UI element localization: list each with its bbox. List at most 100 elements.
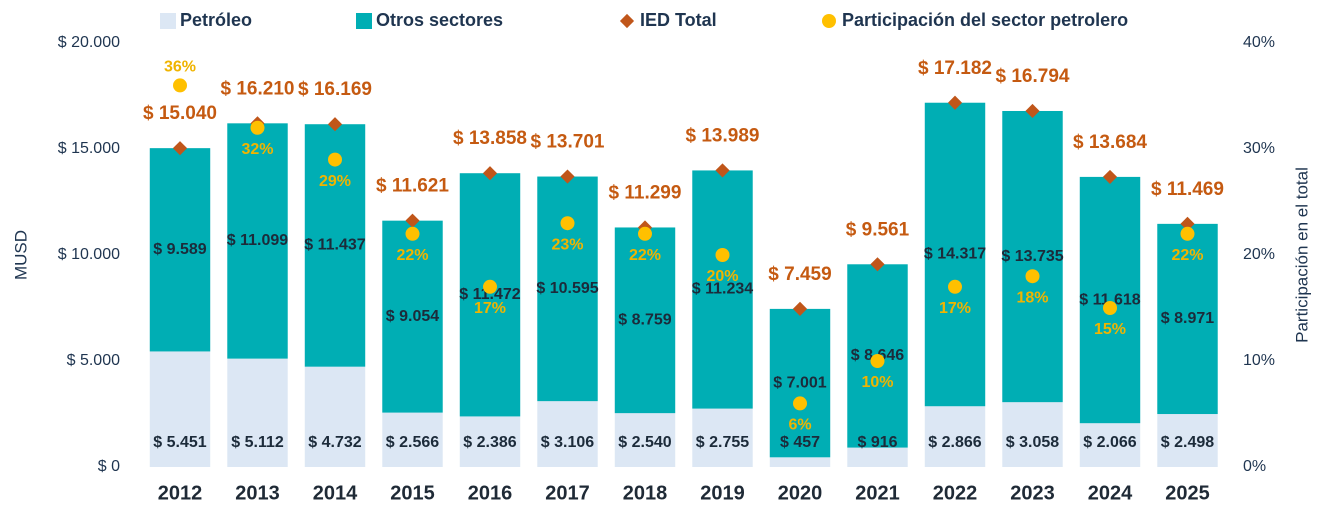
bar	[382, 220, 443, 413]
bar-value-label: $ 14.317	[924, 246, 986, 263]
share-value-label: 32%	[241, 141, 273, 158]
y2-axis-label: Participación en el total	[1292, 167, 1311, 343]
total-marker	[870, 257, 885, 272]
y2-tick-label: 40%	[1243, 34, 1275, 51]
legend-swatch	[619, 13, 635, 29]
bar	[537, 401, 598, 467]
share-marker	[1180, 226, 1195, 241]
bar	[227, 358, 288, 467]
bar-value-label: $ 2.755	[696, 434, 749, 451]
share-marker	[870, 354, 885, 368]
bar	[459, 416, 521, 467]
bar	[227, 123, 288, 359]
total-marker	[172, 141, 188, 156]
legend-swatch	[160, 13, 176, 29]
total-marker	[1180, 216, 1195, 231]
bar-value-label: $ 2.566	[386, 434, 439, 451]
x-tick-label: 2015	[390, 482, 435, 504]
total-value-label: $ 7.459	[768, 264, 831, 285]
total-value-label: $ 15.040	[143, 103, 217, 124]
bar	[924, 102, 986, 407]
share-value-label: 17%	[474, 300, 506, 317]
bar	[149, 351, 211, 467]
bar	[692, 170, 753, 409]
bar	[537, 176, 598, 402]
total-marker	[405, 213, 420, 228]
total-value-label: $ 17.182	[918, 58, 992, 79]
total-value-label: $ 16.210	[221, 78, 295, 99]
bar	[382, 412, 443, 467]
x-tick-label: 2022	[933, 482, 978, 504]
bar-value-label: $ 2.498	[1161, 434, 1214, 451]
total-marker	[947, 95, 963, 110]
bar-value-label: $ 3.106	[541, 434, 594, 451]
bar	[847, 447, 908, 467]
share-marker	[328, 152, 342, 167]
x-tick-label: 2021	[855, 482, 900, 504]
x-tick-label: 2024	[1088, 482, 1133, 504]
bar	[304, 366, 366, 467]
share-marker	[1103, 301, 1117, 315]
total-marker	[482, 166, 498, 181]
share-marker	[405, 226, 420, 241]
share-value-label: 6%	[788, 417, 811, 434]
total-value-label: $ 13.858	[453, 128, 527, 149]
legend-swatch	[356, 13, 372, 29]
x-tick-label: 2018	[623, 482, 668, 504]
bar	[149, 148, 211, 352]
x-tick-label: 2019	[700, 482, 745, 504]
legend-label: Otros sectores	[376, 10, 503, 30]
bar-value-label: $ 11.234	[692, 281, 754, 298]
total-value-label: $ 11.621	[376, 176, 449, 197]
total-value-label: $ 13.989	[686, 125, 760, 146]
bar-value-label: $ 916	[857, 434, 897, 451]
y-tick-label: $ 10.000	[58, 246, 120, 263]
share-value-label: 20%	[706, 268, 738, 285]
bar-value-label: $ 7.001	[773, 374, 826, 391]
bar-value-label: $ 2.866	[928, 434, 981, 451]
x-tick-label: 2016	[468, 482, 513, 504]
total-marker	[1102, 169, 1118, 184]
bar	[1079, 423, 1141, 467]
bar	[769, 308, 831, 458]
bar	[1157, 414, 1218, 467]
bar-value-label: $ 9.054	[386, 308, 439, 325]
bar	[459, 173, 521, 417]
bar-value-label: $ 457	[780, 434, 820, 451]
share-marker	[483, 279, 497, 294]
x-tick-label: 2020	[778, 482, 823, 504]
total-value-label: $ 11.299	[609, 182, 682, 203]
share-marker	[948, 279, 962, 294]
share-value-label: 22%	[629, 247, 661, 264]
share-value-label: 10%	[861, 374, 893, 391]
total-value-label: $ 9.561	[846, 219, 910, 240]
share-marker	[638, 226, 652, 241]
bar-value-label: $ 11.472	[459, 286, 521, 303]
bar	[1002, 402, 1063, 467]
total-marker	[715, 163, 730, 178]
share-marker	[560, 216, 575, 231]
total-value-label: $ 16.794	[996, 66, 1070, 87]
share-marker	[173, 78, 187, 93]
x-tick-label: 2012	[158, 482, 203, 504]
share-marker	[1025, 269, 1040, 284]
bar-value-label: $ 2.386	[463, 434, 516, 451]
share-value-label: 22%	[1171, 247, 1203, 264]
share-value-label: 22%	[396, 247, 428, 264]
bar-value-label: $ 4.732	[308, 434, 361, 451]
legend-label: Petróleo	[180, 10, 252, 30]
legend-label: Participación del sector petrolero	[842, 10, 1128, 30]
x-tick-label: 2025	[1165, 482, 1210, 504]
y2-tick-label: 10%	[1243, 352, 1275, 369]
bar-value-label: $ 11.099	[227, 232, 289, 249]
bar-value-label: $ 11.437	[304, 237, 366, 254]
bar-value-label: $ 8.971	[1161, 310, 1214, 327]
share-marker	[250, 120, 265, 135]
bar	[692, 408, 753, 467]
legend-label: IED Total	[640, 10, 717, 30]
bar-value-label: $ 5.451	[153, 434, 206, 451]
y-axis-label: MUSD	[11, 230, 30, 280]
y2-tick-label: 0%	[1243, 458, 1266, 475]
x-tick-label: 2023	[1010, 482, 1055, 504]
